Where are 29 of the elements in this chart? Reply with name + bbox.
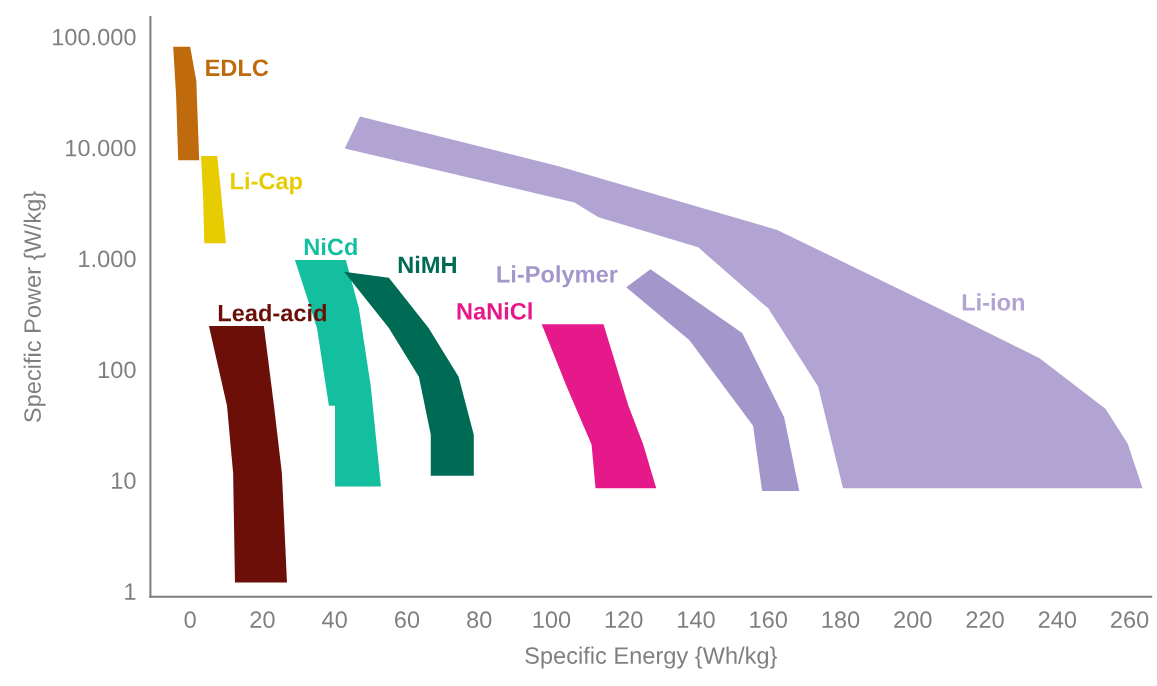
annotation: Li-Cap: [231, 172, 303, 195]
annotation: NiMH: [398, 255, 456, 273]
y-tick-label: 1.000: [79, 250, 136, 268]
y-tick-label: 100.000: [52, 28, 136, 46]
x-tick-label: 100: [533, 611, 571, 629]
y-tick-label: 10.000: [66, 139, 136, 157]
x-tick-label: 40: [322, 611, 347, 629]
annotation: NaNiCl: [457, 302, 532, 320]
x-tick-label: 260: [1111, 611, 1149, 629]
x-tick-label: 20: [250, 611, 275, 629]
annotation: Li-Polymer: [497, 265, 618, 288]
y-axis-title: Specific Power {W/kg}: [23, 191, 46, 423]
x-tick-label: 220: [966, 611, 1004, 629]
x-tick-label: 240: [1038, 611, 1077, 629]
y-tick-label: 1: [125, 583, 136, 600]
annotation: NiCd: [304, 237, 357, 256]
x-axis-title: Specific Energy {Wh/kg}: [525, 646, 778, 669]
annotation: EDLC: [206, 59, 269, 77]
x-tick-label: 180: [822, 611, 860, 629]
x-tick-label: 120: [605, 611, 643, 629]
annotation: Li-ion: [962, 293, 1024, 311]
x-tick-label: 200: [894, 611, 932, 629]
x-tick-label: 160: [750, 611, 788, 629]
y-tick-label: 10: [112, 472, 136, 490]
x-tick-label: 60: [395, 611, 420, 629]
x-tick-label: 0: [184, 611, 196, 629]
x-tick-label: 140: [678, 611, 715, 629]
y-tick-label: 100: [98, 361, 136, 379]
x-tick-label: 80: [467, 611, 492, 629]
